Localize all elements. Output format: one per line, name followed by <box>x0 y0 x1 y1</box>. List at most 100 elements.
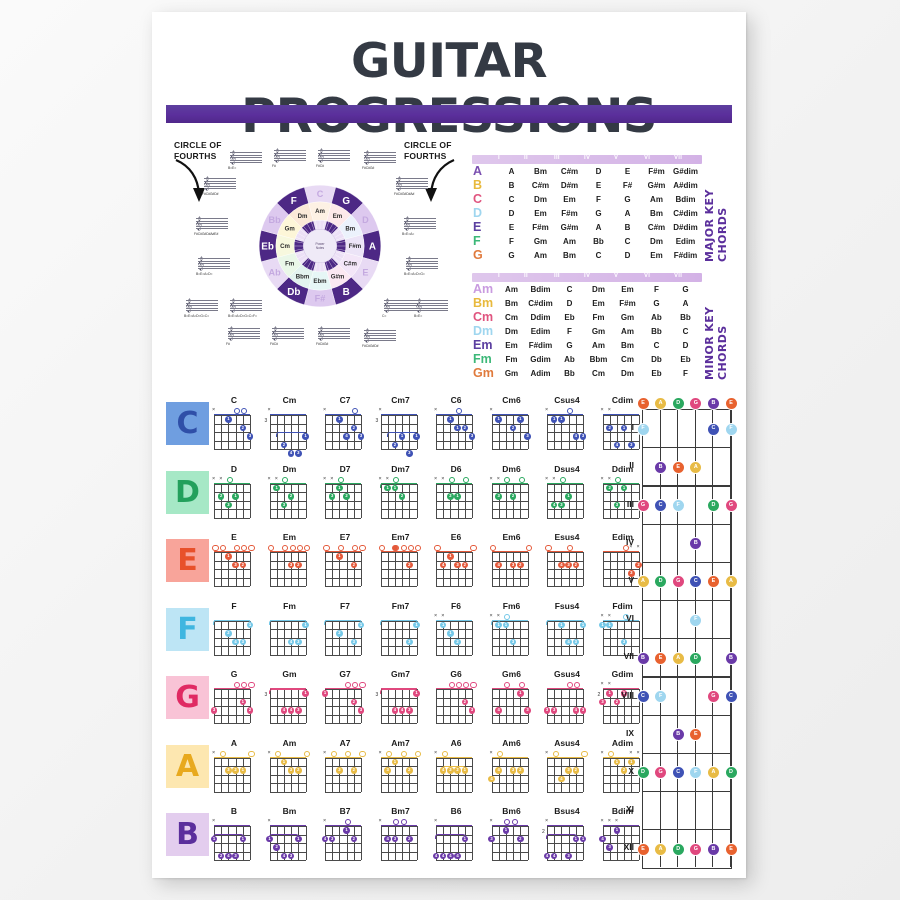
fretboard-note: G <box>671 575 685 589</box>
chord-name: G <box>230 669 238 679</box>
table-root-label: Dm <box>473 324 494 338</box>
chord-diagram-Em7[interactable]: 2 <box>378 543 422 587</box>
chord-name: Em7 <box>391 532 410 542</box>
chord-diagram-Bm7[interactable]: × 2 3 4 <box>379 817 421 861</box>
finger-dot: 4 <box>384 835 391 843</box>
table-cell: Bm <box>621 340 634 350</box>
chord-diagram-A[interactable]: × 1 2 3 <box>212 749 255 793</box>
chord-diagram-Am[interactable]: × 2 3 1 <box>268 749 311 793</box>
key-box-d[interactable]: D <box>166 470 209 514</box>
chord-diagram-A7[interactable]: × 2 3 <box>323 749 366 793</box>
chord-diagram-Edim[interactable]: × × 2 3 <box>602 543 643 587</box>
chord-diagram-F6[interactable]: × × 2 1 1 <box>434 612 476 656</box>
fret-line <box>642 523 730 525</box>
svg-text:Bm: Bm <box>345 226 355 233</box>
table-root-label: Gm <box>473 366 494 380</box>
finger-dot: 4 <box>287 450 295 457</box>
finger-dot: 1 <box>502 827 510 834</box>
chord-diagram-Dm[interactable]: × × 2 3 1 <box>268 475 310 519</box>
key-box-a[interactable]: A <box>166 744 209 788</box>
key-box-g[interactable]: G <box>166 676 209 719</box>
svg-text:B: B <box>343 287 350 298</box>
table-cell: Gm <box>533 236 548 246</box>
table-cell: A <box>624 208 631 218</box>
chord-diagram-Am6[interactable]: × 2 3 4 4 <box>488 749 532 793</box>
fret-marker-label: I <box>631 422 634 433</box>
key-signature-staff: 𝄞F# <box>272 149 308 168</box>
chord-diagram-Bdim[interactable]: × × × 1 3 4 <box>599 817 643 861</box>
chord-diagram-Gdim[interactable]: × × 1 2 1 3 2 <box>598 680 643 724</box>
key-box-b[interactable]: B <box>166 813 209 856</box>
finger-dot: 3 <box>406 707 413 714</box>
chord-diagram-B[interactable]: × 1 3 4 2 1 <box>210 817 254 861</box>
chord-diagram-Csus4[interactable]: × 3 4 1 1 <box>545 406 587 450</box>
finger-dot: 1 <box>461 835 469 843</box>
chord-diagram-Bsus4[interactable]: × 1 1 3 4 4 2 <box>542 817 587 861</box>
chord-name: Am <box>282 737 297 748</box>
svg-text:Ab: Ab <box>269 267 282 277</box>
svg-text:F: F <box>291 196 297 207</box>
key-box-c[interactable]: C <box>166 402 209 445</box>
chord-diagram-Bm6[interactable]: × 2 1 3 <box>488 817 532 861</box>
table-cell: C#dim <box>528 298 553 308</box>
svg-text:Gm: Gm <box>285 226 296 233</box>
chord-diagram-Cm[interactable]: × 1 3 4 2 3 <box>265 406 310 457</box>
chord-diagram-Asus4[interactable]: × 2 3 4 <box>545 749 588 793</box>
finger-dot: 1 <box>266 835 273 843</box>
finger-dot: 3 <box>565 767 572 774</box>
chord-diagram-B7[interactable]: × 2 1 3 4 <box>321 817 365 861</box>
key-box-f[interactable]: F <box>166 607 209 651</box>
fretboard-note: B <box>724 651 738 665</box>
chord-diagram-Cdim[interactable]: × × 3 1 4 2 <box>601 406 643 450</box>
chord-diagram-Fm6[interactable]: × × 3 1 1 <box>490 612 532 656</box>
chord-diagram-Cm6[interactable]: × 3 1 2 1 <box>490 406 532 450</box>
chord-name: Dm6 <box>502 463 521 474</box>
open-mute-markers: × <box>545 749 588 758</box>
finger-dot: 1 <box>620 424 628 432</box>
chord-diagram-Fdim[interactable]: × × 3 1 1 <box>599 612 643 656</box>
chord-diagram-Cm7[interactable]: × 1 3 1 2 3 <box>376 406 421 457</box>
finger-dot: 3 <box>558 501 565 509</box>
table-degree-header: I <box>498 155 500 161</box>
chord-diagram-C[interactable]: × 3 2 1 <box>212 406 254 450</box>
chord-diagram-B6[interactable]: × 1 4 4 4 4 <box>432 817 476 861</box>
chord-diagram-Gm6[interactable]: 3 1 4 <box>491 680 532 724</box>
open-mute-markers: × × <box>601 612 643 621</box>
chord-diagram-D6[interactable]: × × 1 2 <box>434 475 476 519</box>
chord-diagram-D7[interactable]: × × 2 1 3 <box>323 475 365 519</box>
table-cell: Am <box>505 284 518 294</box>
chord-diagram-Bm[interactable]: × 1 3 4 2 1 <box>266 817 310 861</box>
key-box-e[interactable]: E <box>166 539 209 582</box>
finger-dot: 3 <box>287 767 295 774</box>
table-degree-header: IV <box>584 273 591 279</box>
chord-diagram-C7[interactable]: × 3 2 4 1 <box>323 406 365 450</box>
finger-dot: 2 <box>239 424 247 432</box>
chord-diagram-A6[interactable]: × 1 2 3 4 <box>434 749 476 793</box>
finger-dot: 1 <box>357 621 365 629</box>
chord-diagram-Dm7[interactable]: × × 2 1 1 <box>379 475 421 519</box>
chord-diagram-Dm6[interactable]: × × 2 3 <box>490 475 532 519</box>
table-cell: Bbm <box>589 354 608 364</box>
fret-grid <box>380 757 418 793</box>
chord-diagram-Am7[interactable]: × 2 1 3 <box>379 749 422 793</box>
chord-diagram-C6[interactable]: × 3 2 1 1 <box>434 406 476 450</box>
chord-diagram-D[interactable]: × × 1 3 2 <box>212 475 254 519</box>
chord-diagram-Dsus4[interactable]: × × 1 3 4 <box>545 475 587 519</box>
